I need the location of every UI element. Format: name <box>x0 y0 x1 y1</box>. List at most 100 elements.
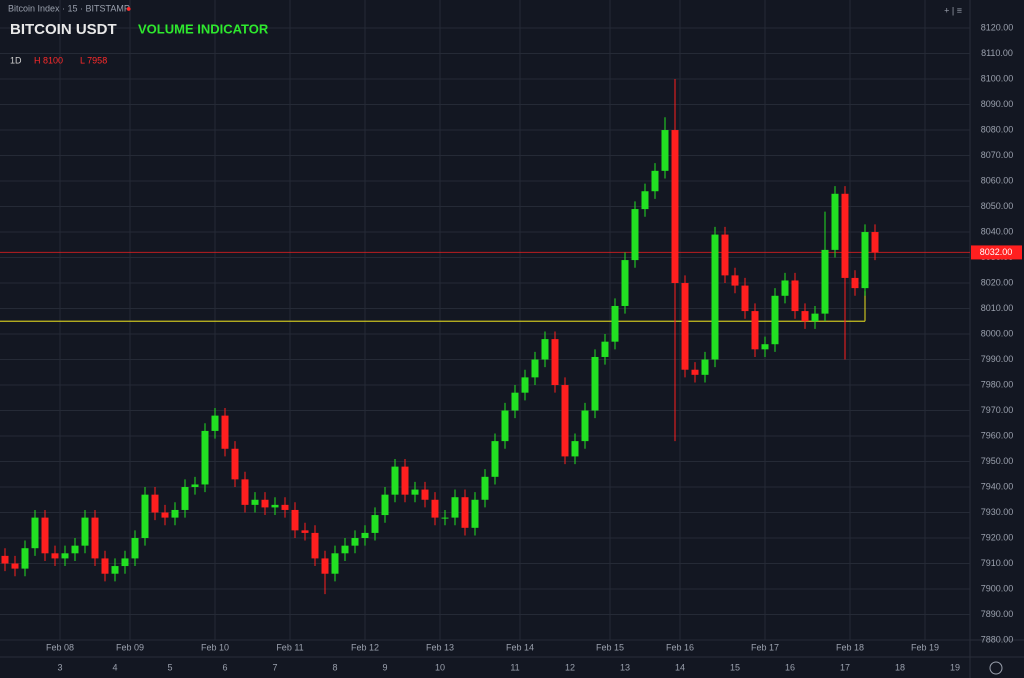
chart-title: BITCOIN USDT <box>10 21 117 38</box>
y-tick-label: 8020.00 <box>981 277 1014 287</box>
settings-icon[interactable] <box>989 661 1003 675</box>
candle-body <box>711 234 719 360</box>
candle-body <box>131 538 139 559</box>
x-tick-label: Feb 16 <box>666 642 694 652</box>
candle-body <box>761 344 769 350</box>
candle-body <box>411 489 419 495</box>
candle-body <box>301 530 309 533</box>
y-tick-label: 7880.00 <box>981 634 1014 644</box>
candle-body <box>741 285 749 312</box>
candle-body <box>71 545 79 554</box>
axes: 8120.00 8110.00 8100.00 8090.00 8080.00 8070.… <box>46 22 1022 672</box>
candle-body <box>601 341 609 357</box>
candle-body <box>21 548 29 569</box>
y-tick-label: 8050.00 <box>981 201 1014 211</box>
candle-body <box>231 448 239 480</box>
stat-high: H 8100 <box>34 55 63 65</box>
candle-body <box>361 532 369 539</box>
x-sub-label: 9 <box>382 662 387 672</box>
candle-body <box>181 487 189 510</box>
indicator-name: VOLUME INDICATOR <box>138 21 269 36</box>
candle-body <box>11 563 19 569</box>
candle-body <box>321 558 329 574</box>
y-tick-label: 7980.00 <box>981 379 1014 389</box>
grid <box>0 0 970 641</box>
x-tick-label: Feb 15 <box>596 642 624 652</box>
candle-body <box>381 494 389 516</box>
candle-body <box>791 280 799 312</box>
x-sub-label: 19 <box>950 662 960 672</box>
candle-body <box>91 517 99 559</box>
plot <box>0 79 970 595</box>
candle-body <box>821 249 829 314</box>
candle-body <box>241 479 249 505</box>
candle-body <box>211 415 219 431</box>
x-sub-label: 8 <box>332 662 337 672</box>
candle-body <box>801 311 809 322</box>
candle-body <box>151 494 159 513</box>
candle-body <box>251 499 259 505</box>
x-tick-label: Feb 17 <box>751 642 779 652</box>
x-tick-label: Feb 08 <box>46 642 74 652</box>
candle-body <box>771 295 779 345</box>
candle-body <box>641 191 649 210</box>
y-tick-label: 7900.00 <box>981 583 1014 593</box>
y-tick-label: 8040.00 <box>981 226 1014 236</box>
candle-body <box>291 509 299 531</box>
candle-body <box>541 339 549 360</box>
y-tick-label: 8100.00 <box>981 73 1014 83</box>
x-tick-label: Feb 09 <box>116 642 144 652</box>
candle-body <box>171 509 179 518</box>
candle-body <box>221 415 229 449</box>
x-sub-label: 7 <box>272 662 277 672</box>
x-sub-label: 6 <box>222 662 227 672</box>
y-tick-label: 7920.00 <box>981 532 1014 542</box>
candle-body <box>611 305 619 342</box>
candle-body <box>201 430 209 485</box>
candle-body <box>491 441 499 477</box>
candle-body <box>281 504 289 510</box>
x-tick-label: Feb 18 <box>836 642 864 652</box>
y-tick-label: 8000.00 <box>981 328 1014 338</box>
x-tick-label: Feb 13 <box>426 642 454 652</box>
x-sub-label: 16 <box>785 662 795 672</box>
y-tick-label: 7930.00 <box>981 507 1014 517</box>
candle-body <box>391 466 399 495</box>
y-tick-label: 8080.00 <box>981 124 1014 134</box>
y-tick-label: 8070.00 <box>981 150 1014 160</box>
candle-body <box>831 193 839 250</box>
candle-body <box>751 311 759 350</box>
x-sub-label: 12 <box>565 662 575 672</box>
candle-body <box>781 280 789 296</box>
x-tick-label: Feb 19 <box>911 642 939 652</box>
candle-body <box>341 545 349 554</box>
candle-body <box>421 489 429 500</box>
candle-body <box>481 476 489 500</box>
x-tick-label: Feb 12 <box>351 642 379 652</box>
candle-body <box>701 359 709 375</box>
candle-body <box>681 283 689 370</box>
candle-body <box>1 555 9 564</box>
candle-body <box>671 130 679 284</box>
x-sub-label: 5 <box>167 662 172 672</box>
candle-body <box>271 504 279 508</box>
y-tick-label: 7990.00 <box>981 354 1014 364</box>
candle-body <box>661 130 669 171</box>
candle-body <box>501 410 509 442</box>
candle-body <box>351 538 359 546</box>
y-tick-label: 7950.00 <box>981 456 1014 466</box>
candle-body <box>721 234 729 276</box>
y-tick-label: 8060.00 <box>981 175 1014 185</box>
candle-body <box>331 553 339 574</box>
candle-body <box>561 385 569 457</box>
y-tick-label: 8010.00 <box>981 303 1014 313</box>
y-tick-label: 8110.00 <box>981 48 1013 58</box>
interval: 1D <box>10 55 22 65</box>
candle-body <box>101 558 109 574</box>
top-right-controls[interactable]: + | ≡ <box>944 5 962 15</box>
candle-body <box>61 553 69 559</box>
candle-body <box>261 499 269 508</box>
x-sub-label: 10 <box>435 662 445 672</box>
